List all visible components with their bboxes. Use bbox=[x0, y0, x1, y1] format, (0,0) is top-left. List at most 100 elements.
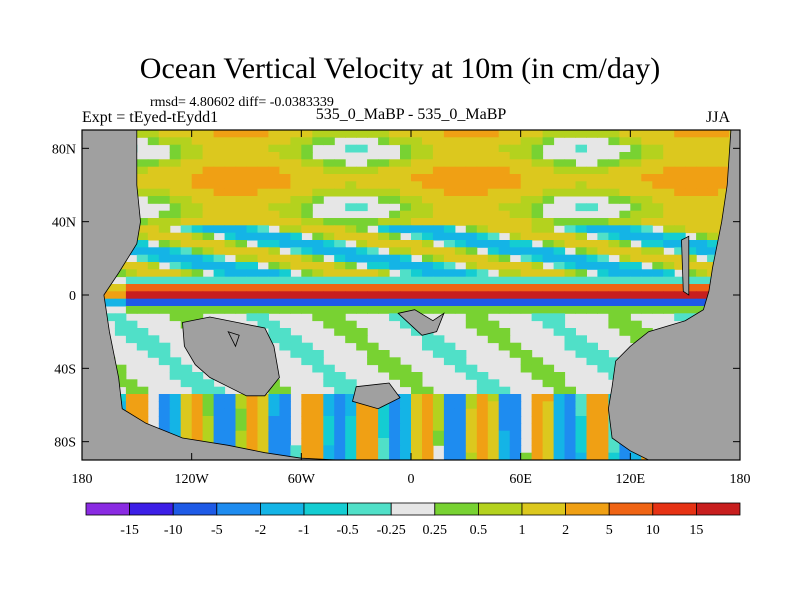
field-cell bbox=[465, 320, 478, 329]
field-cell bbox=[268, 181, 280, 190]
field-cell bbox=[476, 320, 489, 329]
field-cell bbox=[411, 386, 423, 395]
field-cell bbox=[224, 276, 237, 285]
field-cell bbox=[432, 394, 445, 402]
field-cell bbox=[685, 247, 697, 256]
field-cell bbox=[586, 240, 598, 248]
field-cell bbox=[411, 159, 423, 168]
field-cell bbox=[235, 401, 247, 410]
field-cell bbox=[564, 394, 576, 402]
field-cell bbox=[323, 284, 335, 292]
field-cell bbox=[707, 181, 719, 190]
field-cell bbox=[498, 335, 511, 344]
field-cell bbox=[356, 181, 368, 190]
field-cell bbox=[334, 416, 346, 424]
colorbar-label: -5 bbox=[211, 523, 223, 538]
field-cell bbox=[235, 159, 247, 168]
field-cell bbox=[411, 276, 423, 285]
field-cell bbox=[114, 313, 127, 322]
field-cell bbox=[465, 218, 478, 226]
field-cell bbox=[202, 254, 215, 263]
field-cell bbox=[663, 254, 675, 263]
field-cell bbox=[432, 247, 445, 256]
field-cell bbox=[641, 152, 653, 160]
field-cell bbox=[641, 306, 653, 314]
field-cell bbox=[531, 166, 544, 175]
field-cell bbox=[224, 159, 237, 168]
field-cell bbox=[125, 284, 138, 292]
field-cell bbox=[586, 350, 598, 358]
field-cell bbox=[169, 313, 182, 322]
field-cell bbox=[180, 240, 193, 248]
field-cell bbox=[389, 291, 401, 300]
field-cell bbox=[345, 269, 357, 278]
field-cell bbox=[531, 372, 544, 380]
field-cell bbox=[312, 291, 324, 300]
field-cell bbox=[663, 262, 675, 270]
field-cell bbox=[334, 372, 346, 380]
field-cell bbox=[564, 416, 576, 424]
field-cell bbox=[674, 152, 686, 160]
field-cell bbox=[224, 203, 237, 212]
field-cell bbox=[334, 320, 346, 329]
field-cell bbox=[334, 401, 346, 410]
field-cell bbox=[169, 416, 182, 424]
field-cell bbox=[268, 328, 280, 336]
field-cell bbox=[542, 364, 555, 373]
field-cell bbox=[685, 152, 697, 160]
field-cell bbox=[147, 298, 160, 307]
field-cell bbox=[674, 166, 686, 175]
field-cell bbox=[685, 262, 697, 270]
field-cell bbox=[213, 394, 226, 402]
field-cell bbox=[257, 445, 269, 454]
field-cell bbox=[454, 130, 467, 138]
field-cell bbox=[608, 232, 620, 241]
field-cell bbox=[696, 196, 708, 204]
field-cell bbox=[400, 254, 412, 263]
field-cell bbox=[411, 284, 423, 292]
field-cell bbox=[202, 152, 215, 160]
field-cell bbox=[345, 166, 357, 175]
field-cell bbox=[652, 291, 664, 300]
x-tick-labels: 180 120W 60W 0 60E 120E 180 bbox=[72, 472, 751, 487]
field-cell bbox=[301, 240, 313, 248]
field-cell bbox=[465, 298, 478, 307]
field-cell bbox=[422, 166, 434, 175]
field-cell bbox=[224, 240, 237, 248]
field-cell bbox=[422, 247, 434, 256]
field-cell bbox=[498, 181, 511, 190]
field-cell bbox=[323, 130, 335, 138]
field-cell bbox=[147, 130, 160, 138]
field-cell bbox=[454, 408, 467, 417]
field-cell bbox=[432, 210, 445, 219]
field-cell bbox=[202, 247, 215, 256]
field-cell bbox=[147, 284, 160, 292]
field-cell bbox=[268, 144, 280, 153]
field-cell bbox=[575, 423, 587, 432]
field-cell bbox=[389, 298, 401, 307]
field-cell bbox=[553, 291, 566, 300]
field-cell bbox=[224, 166, 237, 175]
field-cell bbox=[564, 401, 576, 410]
field-cell bbox=[400, 452, 412, 460]
field-cell bbox=[257, 394, 269, 402]
field-cell bbox=[597, 247, 609, 256]
field-cell bbox=[597, 408, 609, 417]
field-cell bbox=[509, 196, 522, 204]
colorbar-swatch bbox=[303, 502, 348, 516]
field-cell bbox=[367, 240, 379, 248]
field-cell bbox=[696, 298, 708, 307]
field-cell bbox=[312, 306, 324, 314]
field-cell bbox=[367, 276, 379, 285]
field-cell bbox=[465, 196, 478, 204]
field-cell bbox=[696, 240, 708, 248]
field-cell bbox=[498, 203, 511, 212]
field-cell bbox=[345, 320, 357, 329]
field-cell bbox=[246, 254, 258, 263]
field-cell bbox=[213, 269, 226, 278]
field-cell bbox=[411, 401, 423, 410]
field-cell bbox=[158, 423, 171, 432]
field-cell bbox=[378, 181, 390, 190]
field-cell bbox=[169, 137, 182, 146]
field-cell bbox=[235, 276, 247, 285]
